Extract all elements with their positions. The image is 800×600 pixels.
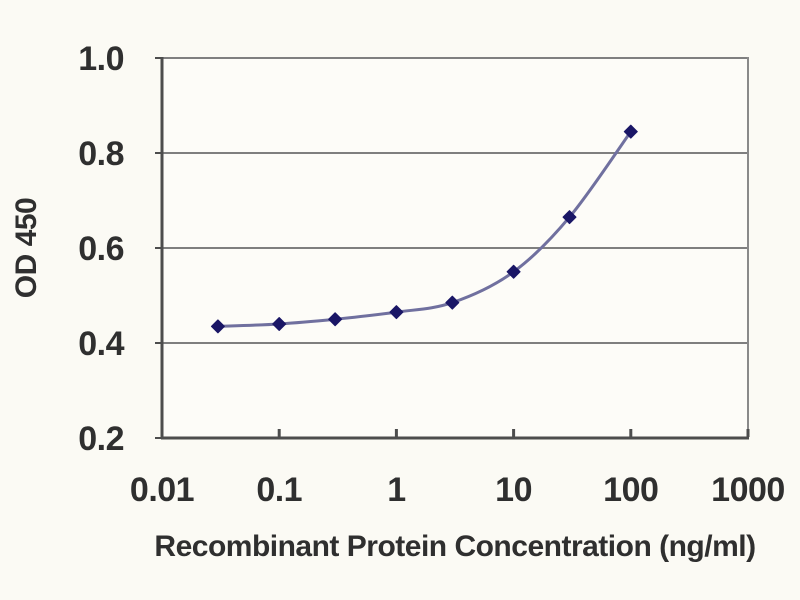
data-point-marker-3	[445, 295, 460, 310]
data-point-marker-10	[506, 264, 521, 279]
y-tick-label: 0.8	[78, 135, 124, 173]
y-tick-label: 0.2	[78, 420, 124, 458]
x-tick-label: 1000	[711, 471, 785, 509]
x-tick-label: 100	[603, 471, 658, 509]
data-point-marker-100	[623, 124, 638, 139]
data-point-marker-0.03	[210, 319, 225, 334]
y-axis-title: OD 450	[10, 198, 43, 298]
data-point-marker-30	[562, 210, 577, 225]
data-point-marker-1	[389, 305, 404, 320]
y-tick-label: 0.6	[78, 230, 124, 268]
y-tick-label: 0.4	[78, 325, 124, 363]
data-point-marker-0.3	[328, 312, 343, 327]
x-tick-label: 0.1	[256, 471, 302, 509]
x-axis-title: Recombinant Protein Concentration (ng/ml…	[154, 530, 755, 563]
x-tick-label: 10	[495, 471, 532, 509]
data-point-marker-0.1	[272, 317, 287, 331]
x-tick-label: 1	[387, 471, 405, 509]
x-tick-label: 0.01	[130, 471, 194, 509]
y-tick-label: 1.0	[78, 40, 124, 78]
